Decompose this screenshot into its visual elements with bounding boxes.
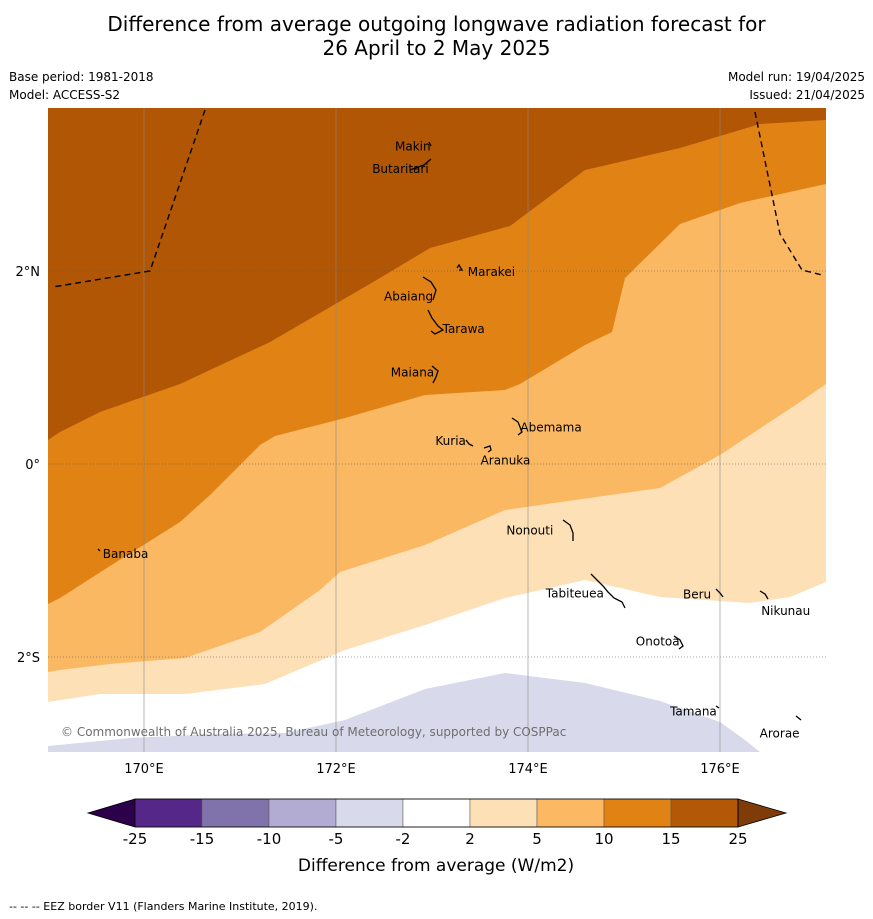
axis-labels: 2°N 0° 2°S 170°E 172°E 174°E 176°E (16, 265, 740, 777)
colorbar-frame (134, 798, 739, 828)
island-label: Tamana (669, 704, 717, 718)
colorbar-label: Difference from average (W/m2) (298, 856, 574, 876)
colorbar-extend-high (737, 798, 788, 828)
gridlines (48, 108, 826, 752)
island-outline-tamana (715, 705, 720, 709)
colorbar-tick-label: -15 (190, 830, 215, 848)
island-outlines (97, 141, 802, 721)
colorbar-segment (402, 798, 471, 828)
island-outline-beru (715, 588, 724, 598)
base-period: Base period: 1981-2018 (9, 70, 154, 84)
island-outline-onotoa (673, 635, 684, 650)
eez-border-legend: -- -- -- EEZ border V11 (Flanders Marine… (9, 900, 318, 913)
colorbar-tick-label: 5 (532, 830, 542, 848)
island-label: Arorae (760, 727, 800, 741)
colorbar-segment (335, 798, 404, 828)
model-run-date: Model run: 19/04/2025 (727, 70, 865, 84)
band-minus5-to-minus2 (48, 673, 760, 752)
title-line-1: Difference from average outgoing longwav… (107, 12, 766, 36)
island-label: Kuria (435, 434, 466, 448)
model-name: Model: ACCESS-S2 (9, 88, 121, 102)
island-outline-makin (428, 141, 432, 147)
island-label: Aranuka (481, 454, 531, 468)
colorbar-segment (536, 798, 605, 828)
copyright-notice: © Commonwealth of Australia 2025, Bureau… (61, 725, 566, 739)
island-outline-nikunau (759, 590, 769, 600)
island-outline-aranuka (483, 445, 492, 453)
map-title: Difference from average outgoing longwav… (0, 12, 873, 60)
colorbar-segment (670, 798, 739, 828)
colorbar-tick-label: 15 (661, 830, 680, 848)
island-outline-tarawa (427, 309, 445, 335)
island-label: Beru (683, 587, 711, 601)
colorbar-tick-label: -2 (396, 830, 411, 848)
colorbar-segment (201, 798, 270, 828)
island-outline-kuria (465, 439, 474, 447)
colorbar-tick-label: 10 (594, 830, 613, 848)
colorbar-segment (268, 798, 337, 828)
issued-date: Issued: 21/04/2025 (749, 88, 865, 102)
colorbar-segment (469, 798, 538, 828)
lon-tick-label: 174°E (508, 762, 548, 777)
lon-tick-label: 176°E (700, 762, 740, 777)
eez-border-east (754, 111, 823, 276)
island-label: Abaiang (384, 289, 433, 303)
colorbar-segment (603, 798, 672, 828)
island-label: Nonouti (506, 524, 553, 538)
colorbar-tick-label: -10 (257, 830, 282, 848)
island-outline-maiana (431, 365, 439, 384)
island-label: Banaba (103, 547, 149, 561)
title-line-2: 26 April to 2 May 2025 (322, 36, 551, 60)
lat-tick-label: 0° (25, 458, 40, 473)
island-label: Marakei (468, 265, 515, 279)
island-outline-abaiang (422, 276, 437, 301)
lon-tick-label: 172°E (316, 762, 356, 777)
eez-border-west (52, 109, 206, 288)
island-label: Tabiteuea (545, 586, 604, 600)
colorbar-segment (134, 798, 203, 828)
colorbar: -25 -15 -10 -5 -2 2 5 10 15 25 (86, 798, 788, 848)
island-outline-banaba (97, 548, 101, 552)
lat-tick-label: 2°N (16, 265, 41, 280)
eez-borders (52, 109, 823, 288)
island-label: Onotoa (636, 635, 680, 649)
island-label: Makin (395, 139, 431, 153)
colorbar-tick-label: -5 (329, 830, 344, 848)
island-outline-butaritari (409, 158, 432, 171)
island-outline-tabiteuea (590, 573, 626, 609)
island-label: Maiana (391, 365, 434, 379)
colorbar-tick-label: 25 (728, 830, 747, 848)
island-outline-abemama (511, 417, 523, 436)
island-outline-arorae (795, 715, 802, 721)
island-label: Abemama (520, 420, 581, 434)
island-label: Tarawa (442, 322, 485, 336)
colorbar-extend-low (86, 798, 136, 828)
map-panel: Makin Butaritari Marakei Abaiang Tarawa Maian… (48, 108, 826, 752)
island-label: Nikunau (761, 604, 810, 618)
island-outline-nonouti (562, 519, 574, 541)
lat-tick-label: 2°S (17, 651, 40, 666)
colorbar-tick-label: -25 (123, 830, 148, 848)
island-outline-marakei (456, 263, 464, 271)
lon-tick-label: 170°E (124, 762, 164, 777)
island-labels: Makin Butaritari Marakei Abaiang Tarawa Maian… (103, 139, 810, 740)
colorbar-tick-label: 2 (465, 830, 475, 848)
island-label: Butaritari (372, 162, 429, 176)
